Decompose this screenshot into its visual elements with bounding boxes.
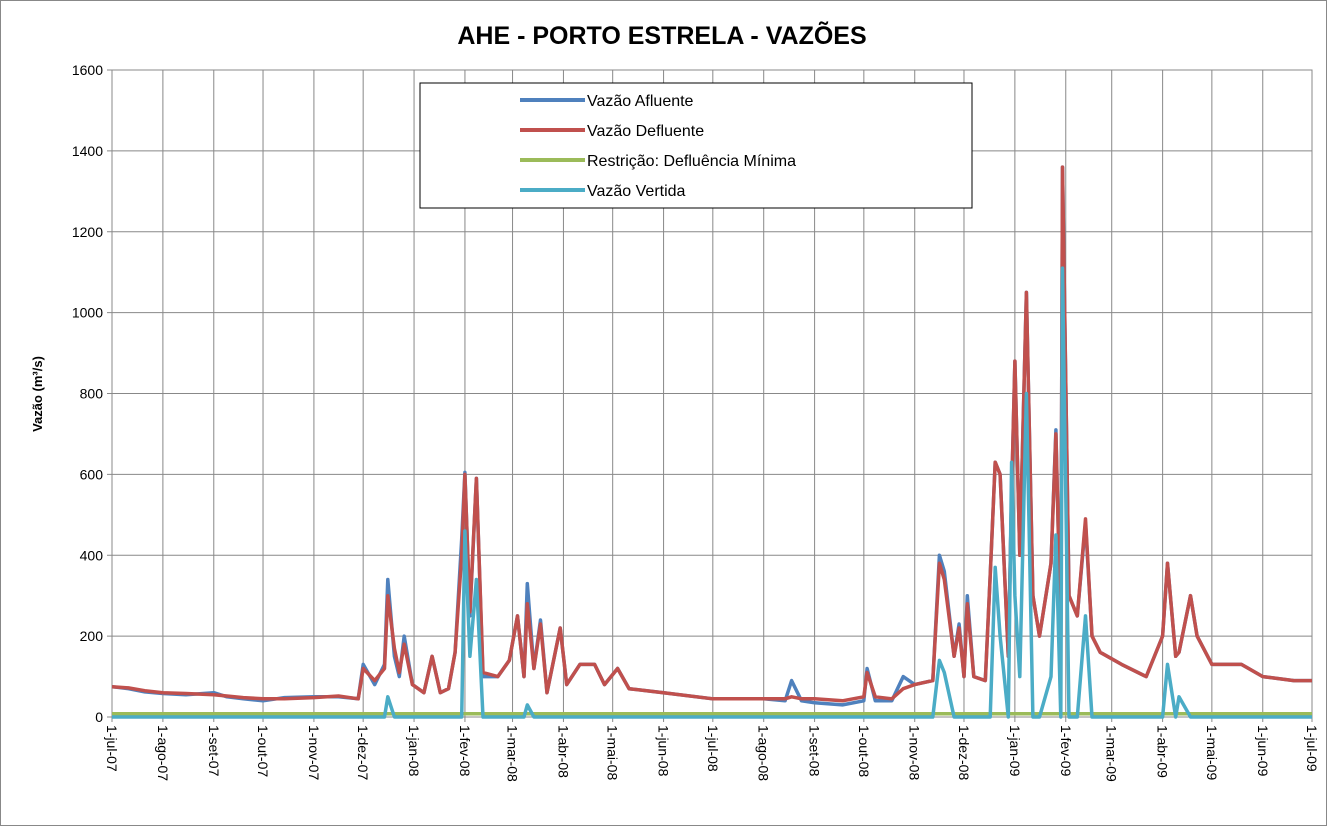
x-tick-label: 1-nov-08 — [907, 725, 923, 780]
x-tick-label: 1-jan-08 — [406, 725, 422, 777]
x-tick-label: 1-dez-08 — [956, 725, 972, 780]
y-tick-label: 800 — [80, 386, 104, 402]
y-tick-label: 1400 — [72, 143, 103, 159]
x-tick-label: 1-ago-08 — [756, 725, 772, 781]
x-tick-label: 1-jan-09 — [1007, 725, 1023, 777]
x-tick-label: 1-set-08 — [807, 725, 823, 777]
x-tick-label: 1-fev-09 — [1058, 725, 1074, 777]
y-tick-label: 200 — [80, 628, 104, 644]
series-line — [112, 266, 1312, 719]
legend-label: Restrição: Defluência Mínima — [587, 153, 796, 170]
y-tick-label: 1000 — [72, 305, 103, 321]
y-tick-label: 400 — [80, 547, 104, 563]
legend-label: Vazão Defluente — [587, 123, 704, 140]
x-tick-label: 1-jun-09 — [1255, 725, 1271, 777]
x-tick-label: 1-jul-09 — [1304, 725, 1320, 772]
x-tick-label: 1-mar-09 — [1104, 725, 1120, 782]
y-tick-label: 1600 — [72, 62, 103, 78]
x-tick-label: 1-fev-08 — [457, 725, 473, 777]
x-tick-label: 1-mai-08 — [605, 725, 621, 780]
x-tick-label: 1-jun-08 — [656, 725, 672, 777]
x-tick-label: 1-jul-08 — [705, 725, 721, 772]
x-tick-label: 1-set-07 — [206, 725, 222, 777]
y-axis-label: Vazão (m³/s) — [30, 356, 45, 432]
series-line — [111, 165, 1312, 703]
y-tick-label: 1200 — [72, 224, 103, 240]
chart-title: AHE - PORTO ESTRELA - VAZÕES — [457, 20, 866, 50]
x-tick-label: 1-abr-08 — [555, 725, 571, 778]
legend-label: Vazão Vertida — [587, 183, 686, 200]
y-tick-label: 0 — [95, 709, 103, 725]
x-tick-label: 1-mai-09 — [1204, 725, 1220, 780]
x-tick-label: 1-out-07 — [255, 725, 271, 777]
legend-label: Vazão Afluente — [587, 93, 694, 110]
legend-box — [419, 82, 973, 209]
x-tick-label: 1-dez-07 — [355, 725, 371, 780]
x-tick-label: 1-abr-09 — [1155, 725, 1171, 778]
x-tick-label: 1-out-08 — [856, 725, 872, 777]
x-tick-label: 1-mar-08 — [505, 725, 521, 782]
x-tick-label: 1-nov-07 — [306, 725, 322, 780]
x-tick-label: 1-jul-07 — [104, 725, 120, 772]
x-tick-label: 1-ago-07 — [155, 725, 171, 781]
y-tick-label: 600 — [80, 466, 104, 482]
